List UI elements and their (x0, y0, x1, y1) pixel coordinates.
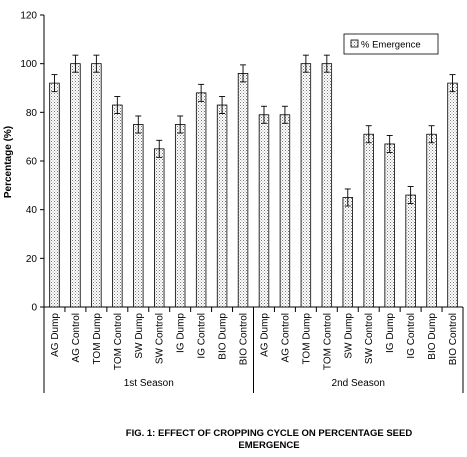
bars (49, 54, 458, 308)
x-tick-label: BIO Control (239, 313, 250, 365)
y-tick-label: 120 (20, 11, 37, 22)
bar (363, 133, 374, 308)
y-tick-label: 0 (31, 303, 37, 314)
bar (49, 82, 60, 308)
x-tick-label: IG Dump (176, 313, 187, 353)
group-label: 1st Season (124, 378, 174, 389)
bar (112, 104, 123, 308)
x-tick-label: BIO Control (448, 313, 459, 365)
bar (405, 194, 416, 308)
caption-line-1: FIG. 1: EFFECT OF CROPPING CYCLE ON PERC… (126, 428, 413, 439)
legend-label: % Emergence (361, 40, 421, 51)
caption-line-2: EMERGENCE (238, 440, 299, 451)
bar (384, 143, 395, 308)
x-tick-label: TOM Control (322, 313, 333, 370)
y-tick-label: 80 (26, 108, 38, 119)
group-label: 2nd Season (332, 378, 385, 389)
bar (174, 124, 186, 308)
x-tick-label: AG Dump (50, 313, 61, 357)
x-tick-label: IG Dump (385, 313, 396, 353)
y-tick-label: 60 (26, 157, 38, 168)
bar (216, 104, 228, 308)
bar (133, 124, 144, 308)
group-labels: 1st Season 2nd Season (43, 307, 464, 393)
bar (91, 63, 102, 308)
bar (70, 63, 81, 308)
bar (279, 114, 291, 308)
bar (300, 63, 312, 308)
bar (154, 148, 165, 308)
plot-area (43, 15, 463, 308)
x-tick-label: SW Dump (134, 313, 145, 359)
legend: % Emergence (343, 33, 439, 55)
bar (195, 92, 207, 308)
bar (447, 82, 458, 308)
y-tick-label: 100 (20, 59, 37, 70)
y-tick-label: 40 (26, 205, 38, 216)
x-tick-label: AG Dump (259, 313, 270, 357)
y-axis-label: Percentage (%) (3, 126, 14, 198)
x-tick-label: IG Control (406, 313, 417, 359)
y-tick-label: 20 (26, 254, 38, 265)
x-tick-label: TOM Control (113, 313, 124, 370)
bar (258, 114, 270, 308)
x-tick-label: BIO Dump (218, 313, 229, 360)
x-tick-label: TOM Dump (92, 313, 103, 365)
bar (426, 133, 437, 308)
x-tick-label: BIO Dump (427, 313, 438, 360)
x-tick-label: AG Control (71, 313, 82, 362)
x-tick-label: TOM Dump (301, 313, 312, 365)
x-tick-label: SW Control (364, 313, 375, 364)
x-tick-label: IG Control (197, 313, 208, 359)
category-labels: AG Dump AG Control TOM Dump TOM Control SW D… (43, 307, 464, 370)
y-axis: 0 20 40 60 80 100 120 (20, 11, 44, 314)
bar (321, 63, 333, 308)
bar (237, 73, 249, 308)
legend-swatch (350, 39, 359, 48)
bar (342, 197, 353, 308)
x-tick-label: AG Control (280, 313, 291, 362)
legend-box (343, 33, 439, 55)
x-tick-label: SW Dump (343, 313, 354, 359)
x-tick-label: SW Control (155, 313, 166, 364)
